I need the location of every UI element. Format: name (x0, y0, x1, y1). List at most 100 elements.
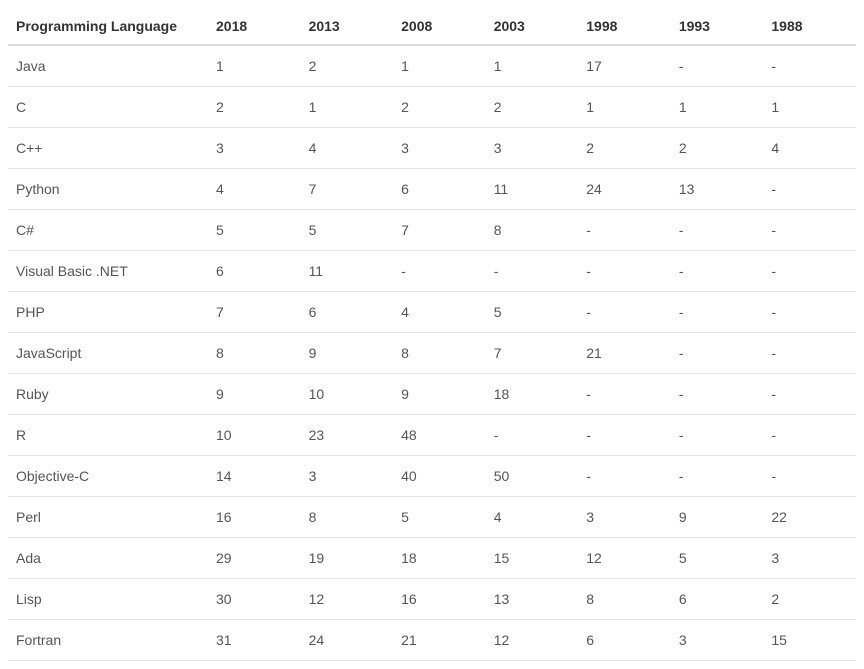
table-cell: - (393, 251, 486, 292)
table-row: PHP7645--- (8, 292, 856, 333)
table-cell: - (671, 251, 764, 292)
col-header: 2013 (301, 8, 394, 45)
table-cell: 3 (671, 620, 764, 661)
table-cell: - (671, 333, 764, 374)
col-header: 1988 (763, 8, 856, 45)
table-cell: - (486, 251, 579, 292)
table-row: C#5578--- (8, 210, 856, 251)
rankings-table: Programming Language 2018 2013 2008 2003… (8, 8, 856, 661)
table-cell: Lisp (8, 579, 208, 620)
table-cell: 4 (763, 128, 856, 169)
table-cell: Ruby (8, 374, 208, 415)
table-cell: - (763, 45, 856, 87)
table-row: Perl168543922 (8, 497, 856, 538)
table-cell: 24 (578, 169, 671, 210)
table-cell: 21 (578, 333, 671, 374)
table-cell: 19 (301, 538, 394, 579)
table-row: Python476112413- (8, 169, 856, 210)
table-cell: 1 (486, 45, 579, 87)
table-cell: 6 (208, 251, 301, 292)
table-cell: 8 (486, 210, 579, 251)
table-cell: - (671, 210, 764, 251)
table-cell: 17 (578, 45, 671, 87)
table-cell: - (578, 292, 671, 333)
table-cell: 8 (578, 579, 671, 620)
table-cell: 18 (486, 374, 579, 415)
table-cell: 22 (763, 497, 856, 538)
table-cell: 6 (301, 292, 394, 333)
table-cell: Ada (8, 538, 208, 579)
table-cell: - (671, 374, 764, 415)
col-header: 2018 (208, 8, 301, 45)
table-cell: C# (8, 210, 208, 251)
table-cell: C++ (8, 128, 208, 169)
table-cell: 9 (393, 374, 486, 415)
table-cell: - (671, 415, 764, 456)
table-cell: 9 (301, 333, 394, 374)
table-cell: 16 (393, 579, 486, 620)
table-row: Lisp30121613862 (8, 579, 856, 620)
table-header: Programming Language 2018 2013 2008 2003… (8, 8, 856, 45)
table-row: Objective-C1434050--- (8, 456, 856, 497)
table-cell: 5 (301, 210, 394, 251)
table-cell: 15 (763, 620, 856, 661)
table-cell: - (671, 456, 764, 497)
table-cell: - (671, 292, 764, 333)
table-cell: C (8, 87, 208, 128)
table-cell: - (763, 456, 856, 497)
col-header: Programming Language (8, 8, 208, 45)
table-cell: 1 (763, 87, 856, 128)
table-cell: - (486, 415, 579, 456)
table-cell: 8 (301, 497, 394, 538)
table-cell: - (763, 292, 856, 333)
col-header: 1993 (671, 8, 764, 45)
table-cell: 5 (671, 538, 764, 579)
table-cell: 18 (393, 538, 486, 579)
table-cell: Java (8, 45, 208, 87)
table-cell: - (763, 374, 856, 415)
table-row: Ruby910918--- (8, 374, 856, 415)
table-cell: 12 (301, 579, 394, 620)
table-cell: Python (8, 169, 208, 210)
table-cell: 6 (671, 579, 764, 620)
table-cell: 24 (301, 620, 394, 661)
table-cell: Objective-C (8, 456, 208, 497)
table-cell: 15 (486, 538, 579, 579)
table-cell: 4 (393, 292, 486, 333)
table-cell: 48 (393, 415, 486, 456)
table-cell: 40 (393, 456, 486, 497)
table-cell: 4 (301, 128, 394, 169)
table-cell: PHP (8, 292, 208, 333)
table-cell: - (763, 251, 856, 292)
table-cell: 29 (208, 538, 301, 579)
table-row: Visual Basic .NET611----- (8, 251, 856, 292)
table-cell: 9 (671, 497, 764, 538)
table-cell: 21 (393, 620, 486, 661)
table-cell: 13 (671, 169, 764, 210)
table-cell: 16 (208, 497, 301, 538)
table-cell: 3 (393, 128, 486, 169)
table-cell: 1 (578, 87, 671, 128)
table-cell: 12 (486, 620, 579, 661)
table-cell: 31 (208, 620, 301, 661)
table-cell: 2 (578, 128, 671, 169)
table-cell: 10 (208, 415, 301, 456)
table-cell: - (578, 251, 671, 292)
table-cell: 8 (393, 333, 486, 374)
table-cell: 3 (578, 497, 671, 538)
col-header: 1998 (578, 8, 671, 45)
table-cell: 7 (486, 333, 579, 374)
table-row: C++3433224 (8, 128, 856, 169)
table-cell: - (578, 210, 671, 251)
table-cell: 3 (763, 538, 856, 579)
col-header: 2008 (393, 8, 486, 45)
table-row: R102348---- (8, 415, 856, 456)
table-cell: 1 (393, 45, 486, 87)
table-cell: 10 (301, 374, 394, 415)
table-cell: 5 (486, 292, 579, 333)
table-cell: 2 (486, 87, 579, 128)
table-cell: 11 (486, 169, 579, 210)
table-cell: 6 (578, 620, 671, 661)
table-cell: 4 (208, 169, 301, 210)
table-cell: - (671, 45, 764, 87)
